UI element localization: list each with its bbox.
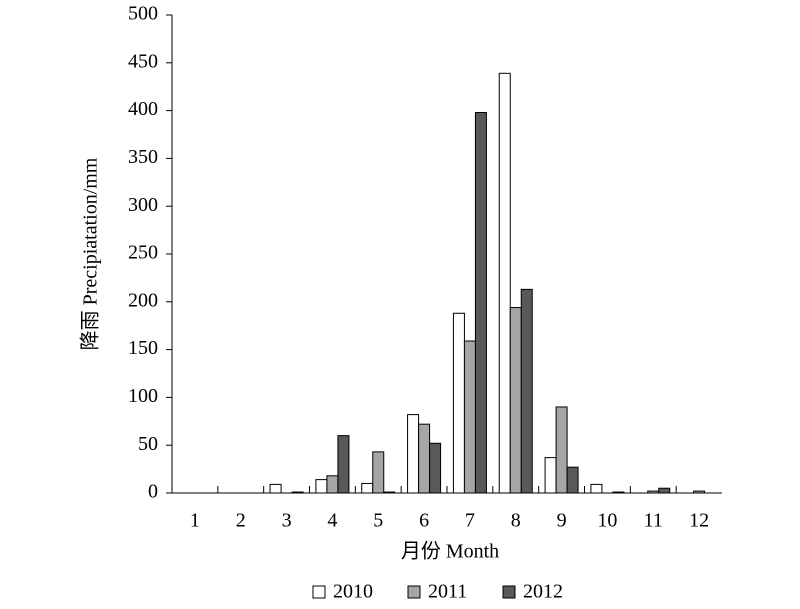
bar	[590, 483, 603, 494]
y-tick-label: 350	[128, 146, 158, 168]
bar	[463, 340, 476, 494]
x-tick-label: 1	[190, 510, 200, 532]
legend-label: 2010	[333, 581, 373, 603]
bar	[555, 406, 568, 494]
x-tick-label: 8	[511, 510, 521, 532]
x-tick-label: 4	[327, 510, 337, 532]
y-tick-label: 300	[128, 194, 158, 216]
bar	[407, 414, 420, 494]
bar	[452, 312, 465, 494]
bar	[361, 482, 374, 494]
x-tick-label: 5	[373, 510, 383, 532]
bar	[418, 423, 431, 494]
bar	[658, 487, 671, 494]
y-tick-label: 500	[128, 3, 158, 25]
y-tick-label: 400	[128, 98, 158, 120]
bar	[337, 435, 350, 494]
y-tick-label: 150	[128, 337, 158, 359]
legend-swatch	[312, 585, 326, 599]
x-tick-label: 11	[644, 510, 663, 532]
y-tick-label: 100	[128, 385, 158, 407]
bar	[315, 479, 328, 494]
y-tick-label: 250	[128, 242, 158, 264]
bar	[429, 442, 442, 494]
legend-label: 2011	[428, 581, 467, 603]
x-tick-label: 3	[282, 510, 292, 532]
legend-label: 2012	[523, 581, 563, 603]
x-tick-label: 9	[557, 510, 567, 532]
bar	[326, 475, 339, 494]
y-tick-label: 450	[128, 50, 158, 72]
y-tick-label: 50	[138, 433, 158, 455]
x-tick-label: 6	[419, 510, 429, 532]
bar	[544, 457, 557, 494]
y-axis-label: 降雨 Precipiatation/mm	[79, 157, 102, 350]
x-tick-label: 12	[689, 510, 709, 532]
x-tick-label: 7	[465, 510, 475, 532]
legend-swatch	[407, 585, 421, 599]
x-axis-label: 月份 Month	[401, 540, 499, 563]
legend-swatch	[502, 585, 516, 599]
y-tick-label: 200	[128, 289, 158, 311]
y-tick-label: 0	[148, 481, 158, 503]
x-tick-label: 10	[597, 510, 617, 532]
bar	[509, 307, 522, 494]
bar	[566, 466, 579, 494]
x-tick-label: 2	[236, 510, 246, 532]
bar	[498, 72, 511, 494]
bar	[269, 483, 282, 494]
bar	[520, 288, 533, 494]
bar	[372, 451, 385, 494]
bar	[474, 112, 487, 494]
